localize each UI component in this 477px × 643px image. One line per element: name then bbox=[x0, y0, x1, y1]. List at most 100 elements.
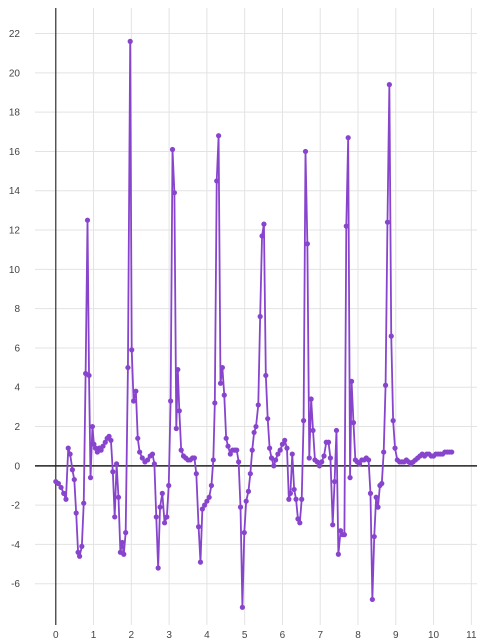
data-point bbox=[131, 398, 137, 404]
data-point bbox=[375, 504, 381, 510]
data-point bbox=[204, 498, 210, 504]
data-point bbox=[175, 366, 181, 373]
data-point bbox=[245, 488, 252, 494]
data-point bbox=[251, 429, 257, 436]
x-tick-label: 2 bbox=[129, 630, 135, 641]
data-point bbox=[115, 494, 122, 500]
data-point bbox=[237, 504, 244, 510]
series-layer bbox=[53, 38, 455, 610]
data-point bbox=[299, 496, 305, 502]
data-point bbox=[331, 478, 338, 485]
data-point bbox=[347, 475, 353, 481]
y-tick-label: -4 bbox=[11, 540, 20, 551]
data-point bbox=[304, 241, 310, 247]
data-point bbox=[214, 178, 220, 184]
data-point bbox=[302, 148, 309, 155]
data-point bbox=[153, 514, 159, 520]
data-point bbox=[98, 447, 104, 453]
data-point bbox=[71, 476, 77, 483]
data-point bbox=[159, 490, 165, 496]
data-point bbox=[161, 520, 168, 526]
y-tick-label: 22 bbox=[9, 29, 21, 40]
data-point bbox=[217, 380, 224, 386]
data-point bbox=[234, 447, 240, 453]
data-point bbox=[287, 490, 293, 496]
data-point bbox=[137, 449, 143, 455]
data-point bbox=[330, 522, 336, 528]
data-point bbox=[291, 486, 297, 493]
data-point bbox=[151, 461, 157, 467]
data-point bbox=[208, 482, 215, 489]
data-point bbox=[135, 435, 141, 441]
data-point bbox=[289, 451, 295, 457]
data-point bbox=[345, 135, 351, 141]
data-point bbox=[108, 437, 114, 443]
data-point bbox=[267, 445, 273, 451]
x-tick-label: 1 bbox=[91, 630, 97, 641]
data-point bbox=[168, 398, 174, 404]
data-point bbox=[367, 490, 374, 496]
data-point bbox=[55, 480, 62, 487]
data-point bbox=[114, 461, 120, 467]
data-point bbox=[373, 494, 379, 500]
data-point bbox=[297, 520, 303, 526]
data-point bbox=[127, 38, 133, 45]
data-point bbox=[343, 223, 349, 229]
data-point bbox=[219, 364, 225, 371]
data-point bbox=[210, 457, 216, 463]
data-point bbox=[199, 506, 205, 512]
y-tick-label: 10 bbox=[9, 265, 21, 276]
data-point bbox=[171, 190, 177, 196]
data-point bbox=[61, 490, 67, 496]
x-tick-label: 6 bbox=[280, 630, 286, 641]
data-point bbox=[73, 510, 79, 516]
data-point bbox=[392, 445, 398, 451]
x-tick-label: 9 bbox=[393, 630, 399, 641]
y-tick-label: 4 bbox=[14, 383, 20, 394]
data-point bbox=[284, 445, 290, 451]
data-point bbox=[338, 528, 344, 534]
data-point bbox=[212, 400, 218, 406]
data-point bbox=[306, 455, 312, 461]
data-point bbox=[92, 445, 99, 451]
data-point bbox=[79, 543, 85, 550]
data-point bbox=[202, 502, 208, 508]
x-tick-label: 11 bbox=[466, 630, 477, 641]
data-point bbox=[286, 496, 292, 502]
data-point bbox=[333, 427, 340, 434]
data-point bbox=[273, 457, 279, 463]
data-point bbox=[223, 435, 229, 441]
data-point bbox=[319, 459, 325, 465]
data-point bbox=[371, 533, 377, 540]
data-point bbox=[87, 475, 94, 481]
data-point bbox=[314, 459, 320, 465]
data-point bbox=[67, 451, 73, 457]
data-point bbox=[388, 333, 394, 339]
data-point bbox=[89, 423, 96, 430]
data-point bbox=[173, 425, 179, 432]
data-point bbox=[106, 433, 112, 439]
data-point bbox=[257, 313, 263, 320]
y-tick-label: 0 bbox=[14, 461, 20, 472]
data-point bbox=[63, 496, 69, 502]
data-point bbox=[386, 82, 392, 88]
data-point bbox=[382, 382, 389, 388]
data-point bbox=[268, 455, 275, 461]
axes bbox=[35, 8, 477, 625]
data-point bbox=[191, 455, 198, 461]
y-tick-label: 8 bbox=[14, 304, 20, 315]
data-point bbox=[308, 396, 314, 402]
data-point bbox=[206, 494, 212, 500]
data-point bbox=[325, 439, 332, 445]
y-tick-label: 12 bbox=[9, 226, 21, 237]
data-point bbox=[76, 553, 83, 559]
data-point bbox=[69, 467, 75, 473]
data-point bbox=[164, 514, 170, 520]
data-point bbox=[255, 402, 261, 408]
data-point bbox=[241, 530, 247, 536]
y-tick-label: 2 bbox=[14, 422, 20, 433]
data-point bbox=[259, 233, 265, 239]
data-point bbox=[91, 441, 97, 447]
data-point bbox=[155, 565, 161, 571]
